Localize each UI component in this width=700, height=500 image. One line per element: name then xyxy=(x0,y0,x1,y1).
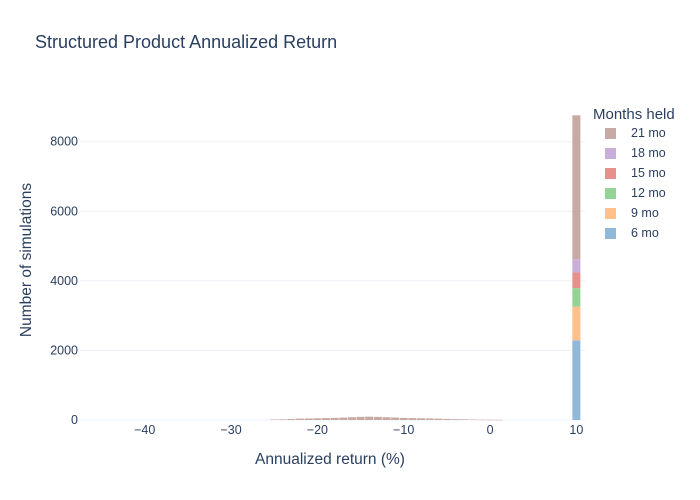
bar-21-mo xyxy=(572,115,581,260)
bar-21-mo xyxy=(339,417,348,420)
y-tick-label: 8000 xyxy=(50,135,78,149)
bar-21-mo xyxy=(304,418,313,420)
bar-21-mo xyxy=(365,416,374,420)
gridlines xyxy=(80,141,585,421)
y-tick-label: 4000 xyxy=(50,274,78,288)
x-tick-label: −10 xyxy=(393,423,414,437)
bar-21-mo xyxy=(278,419,287,420)
legend-swatch xyxy=(605,227,616,239)
x-tick-label: 0 xyxy=(487,423,494,437)
y-axis-title: Number of simulations xyxy=(18,183,35,337)
bar-21-mo xyxy=(486,419,495,421)
legend-item[interactable]: 21 mo xyxy=(605,123,675,143)
legend-label: 15 mo xyxy=(631,166,666,180)
bar-21-mo xyxy=(287,418,296,420)
y-tick-label: 6000 xyxy=(50,204,78,218)
legend-label: 6 mo xyxy=(631,226,659,240)
legend-item[interactable]: 18 mo xyxy=(605,143,675,163)
y-tick-label: 0 xyxy=(71,413,78,427)
bar-6-mo xyxy=(572,340,581,420)
legend: Months held 21 mo 18 mo 15 mo 12 mo 9 mo 6 mo xyxy=(593,106,675,243)
legend-item[interactable]: 12 mo xyxy=(605,183,675,203)
bar-9-mo xyxy=(572,306,581,341)
bar-21-mo xyxy=(434,418,443,420)
legend-swatch xyxy=(605,167,616,179)
legend-swatch xyxy=(605,207,616,219)
bar-21-mo xyxy=(494,419,503,421)
legend-item[interactable]: 9 mo xyxy=(605,203,675,223)
bars xyxy=(270,115,581,421)
bar-21-mo xyxy=(382,417,391,420)
bar-12-mo xyxy=(572,288,581,307)
legend-item[interactable]: 15 mo xyxy=(605,163,675,183)
legend-label: 9 mo xyxy=(631,206,659,220)
x-tick-label: −40 xyxy=(134,423,155,437)
chart-title: Structured Product Annualized Return xyxy=(35,32,338,52)
legend-items: 21 mo 18 mo 15 mo 12 mo 9 mo 6 mo xyxy=(593,123,675,243)
legend-item[interactable]: 6 mo xyxy=(605,223,675,243)
bar-21-mo xyxy=(313,418,322,420)
legend-label: 12 mo xyxy=(631,186,666,200)
x-tick-labels: −40 −30 −20 −10 0 10 xyxy=(134,423,583,437)
legend-label: 21 mo xyxy=(631,126,666,140)
legend-label: 18 mo xyxy=(631,146,666,160)
bar-21-mo xyxy=(270,419,279,420)
bar-21-mo xyxy=(460,419,469,420)
x-tick-label: −20 xyxy=(307,423,328,437)
bar-21-mo xyxy=(391,417,400,420)
x-tick-label: 10 xyxy=(569,423,583,437)
bar-21-mo xyxy=(330,417,339,420)
x-tick-label: −30 xyxy=(220,423,241,437)
bar-21-mo xyxy=(356,416,365,420)
bar-21-mo xyxy=(442,418,451,420)
bar-21-mo xyxy=(296,418,305,420)
bar-21-mo xyxy=(373,416,382,420)
bar-21-mo xyxy=(408,418,417,420)
y-tick-label: 2000 xyxy=(50,343,78,357)
bar-21-mo xyxy=(347,417,356,420)
bar-15-mo xyxy=(572,272,581,289)
bar-21-mo xyxy=(416,418,425,420)
y-tick-labels: 0 2000 4000 6000 8000 xyxy=(50,135,78,427)
bar-21-mo xyxy=(399,417,408,420)
legend-swatch xyxy=(605,127,616,139)
bar-18-mo xyxy=(572,259,581,273)
bar-21-mo xyxy=(451,419,460,420)
legend-swatch xyxy=(605,147,616,159)
bar-21-mo xyxy=(322,418,331,420)
bar-21-mo xyxy=(477,419,486,421)
bar-21-mo xyxy=(425,418,434,420)
legend-title: Months held xyxy=(593,106,675,123)
legend-swatch xyxy=(605,187,616,199)
bar-21-mo xyxy=(468,419,477,420)
x-axis-title: Annualized return (%) xyxy=(255,451,405,468)
